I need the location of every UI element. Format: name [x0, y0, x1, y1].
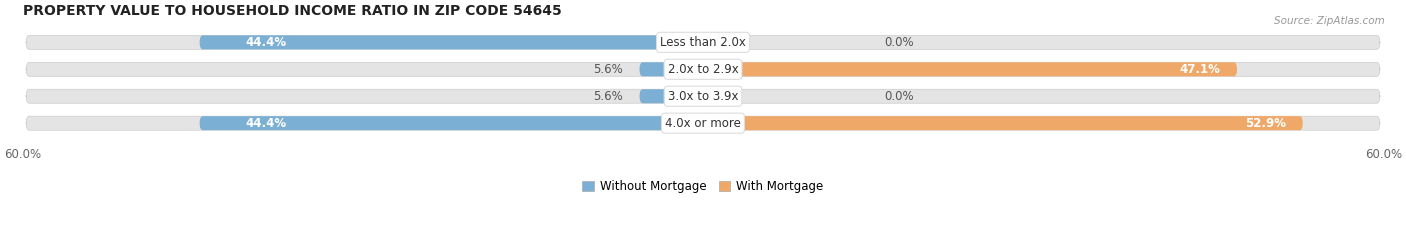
Text: 44.4%: 44.4%	[245, 36, 285, 49]
Text: 5.6%: 5.6%	[593, 90, 623, 103]
Text: 0.0%: 0.0%	[884, 90, 914, 103]
FancyBboxPatch shape	[640, 89, 703, 103]
FancyBboxPatch shape	[200, 116, 703, 130]
Text: 0.0%: 0.0%	[884, 36, 914, 49]
Text: 47.1%: 47.1%	[1180, 63, 1220, 76]
Text: 5.6%: 5.6%	[593, 63, 623, 76]
FancyBboxPatch shape	[703, 116, 1303, 130]
FancyBboxPatch shape	[703, 62, 1237, 76]
Text: Less than 2.0x: Less than 2.0x	[659, 36, 747, 49]
Text: 4.0x or more: 4.0x or more	[665, 117, 741, 130]
Text: Source: ZipAtlas.com: Source: ZipAtlas.com	[1274, 16, 1385, 26]
Text: 44.4%: 44.4%	[245, 117, 285, 130]
Text: PROPERTY VALUE TO HOUSEHOLD INCOME RATIO IN ZIP CODE 54645: PROPERTY VALUE TO HOUSEHOLD INCOME RATIO…	[22, 4, 561, 18]
Legend: Without Mortgage, With Mortgage: Without Mortgage, With Mortgage	[578, 175, 828, 198]
Text: 2.0x to 2.9x: 2.0x to 2.9x	[668, 63, 738, 76]
FancyBboxPatch shape	[27, 62, 1379, 76]
Text: 52.9%: 52.9%	[1244, 117, 1285, 130]
FancyBboxPatch shape	[27, 89, 1379, 103]
FancyBboxPatch shape	[640, 62, 703, 76]
Text: 3.0x to 3.9x: 3.0x to 3.9x	[668, 90, 738, 103]
FancyBboxPatch shape	[200, 35, 703, 49]
FancyBboxPatch shape	[27, 116, 1379, 130]
FancyBboxPatch shape	[27, 35, 1379, 49]
